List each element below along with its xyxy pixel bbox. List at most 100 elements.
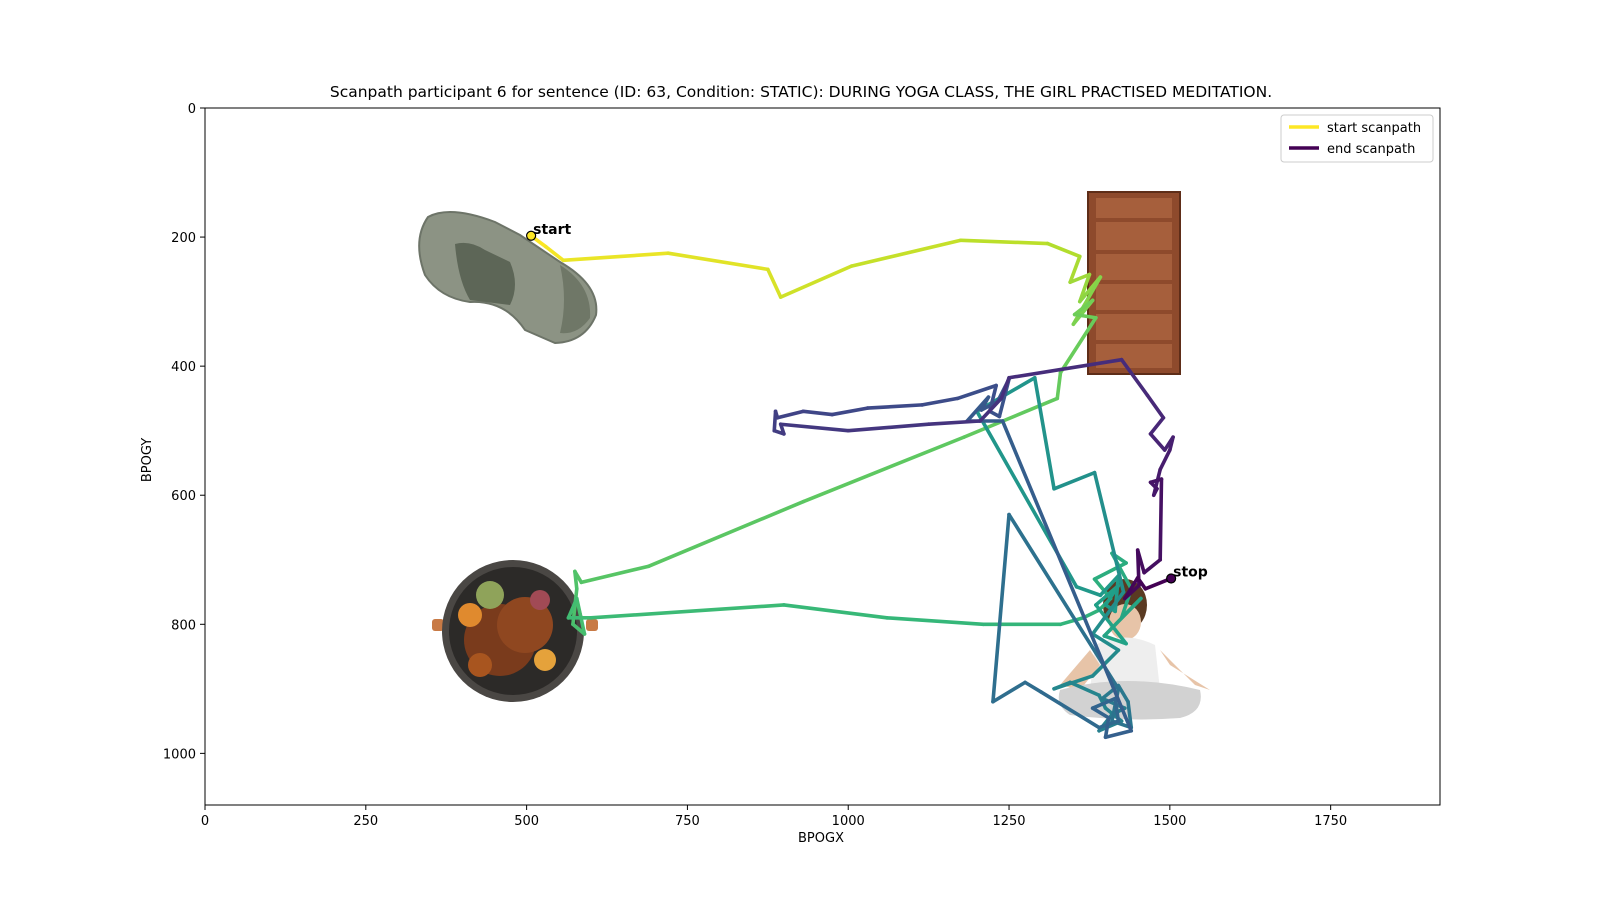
scanpath-segment	[1123, 576, 1140, 601]
x-tick-label: 750	[675, 814, 700, 829]
scanpath-segment	[1007, 357, 1124, 380]
scanpath-segment	[1092, 561, 1128, 581]
scanpath-segment	[920, 396, 960, 407]
y-tick-label: 800	[171, 618, 196, 633]
scanpath-segment	[1148, 477, 1164, 485]
scanpath-segment	[1092, 470, 1126, 594]
scanpath-segment	[1068, 680, 1101, 698]
scanpath-segment	[962, 396, 1060, 439]
scanpath-segment	[1072, 298, 1095, 317]
scanpath-segment	[666, 251, 770, 272]
bookshelf-image	[1087, 191, 1181, 375]
scanpath-segment	[1052, 470, 1097, 491]
scanpath-segment	[1168, 435, 1175, 452]
x-tick-label: 1750	[1314, 814, 1347, 829]
legend-start-label: start scanpath	[1327, 121, 1421, 136]
scanpath-segment	[1126, 699, 1134, 730]
scanpath-segment	[1058, 315, 1098, 375]
scanpath-segment	[573, 569, 579, 591]
scanpath-segment	[849, 238, 963, 268]
x-tick-label: 500	[514, 814, 539, 829]
scanpath	[529, 233, 1175, 740]
scanpath-segment	[1113, 696, 1121, 723]
scanpath-segment	[846, 422, 931, 433]
scanpath-segment	[1090, 590, 1126, 636]
x-tick-label: 1500	[1153, 814, 1186, 829]
y-tick-label: 0	[188, 102, 196, 117]
scanpath-segment	[589, 603, 786, 620]
scanpath-segment	[1052, 680, 1072, 691]
scanpath-segment	[1032, 375, 1056, 491]
scanpath-segment	[782, 603, 889, 620]
scanpath-segment	[830, 406, 870, 417]
yoga-girl-image	[1058, 579, 1210, 720]
markers: start stop	[526, 222, 1208, 584]
scanpath-segment	[1039, 690, 1101, 730]
scanpath-segment	[772, 409, 778, 433]
scanpath-segment	[647, 499, 806, 569]
scanpath-segment	[991, 512, 1011, 704]
scanpath-segment	[1158, 477, 1164, 562]
scanpath-segment	[1090, 632, 1121, 652]
y-axis-label: BPOGY	[140, 438, 155, 482]
scanpath-segment	[1094, 603, 1128, 646]
scanpath-segment	[1102, 634, 1128, 646]
scanpath-segment	[1068, 254, 1082, 285]
scanpath-segment	[1119, 357, 1150, 397]
scanpath-segment	[978, 396, 1004, 423]
scanpath-segment	[865, 403, 925, 410]
scanpath-segment	[958, 238, 1050, 246]
scanpath-segment	[1158, 448, 1172, 472]
y-ticks: 0 200 400 600 800 1000	[163, 102, 205, 762]
stop-annotation: stop	[1173, 564, 1208, 580]
y-tick-label: 400	[171, 360, 196, 375]
legend: start scanpath end scanpath	[1280, 114, 1434, 163]
scanpath-segment	[801, 435, 966, 504]
scanpath-segment	[926, 419, 982, 427]
scanpath-segment	[1072, 312, 1098, 320]
y-tick-label: 200	[171, 231, 196, 246]
plot-frame	[204, 107, 1441, 806]
chart-title: Scanpath participant 6 for sentence (ID:…	[330, 83, 1272, 101]
scanpath-segment	[885, 616, 986, 627]
scanpath-segment	[1098, 574, 1121, 598]
scanpath-segment	[1142, 557, 1162, 575]
y-tick-label: 1000	[163, 747, 196, 762]
scanpath-segment	[1148, 415, 1166, 436]
x-tick-label: 250	[353, 814, 378, 829]
scanpath-segment	[1023, 680, 1043, 694]
scanpath-segment	[1145, 393, 1166, 420]
stimulus-images	[418, 191, 1210, 720]
grill-image	[432, 560, 598, 702]
y-tick-label: 600	[171, 489, 196, 504]
scanpath-segment	[561, 251, 670, 263]
stop-marker	[1166, 573, 1177, 584]
scanpath-segment	[1103, 716, 1111, 740]
scanpath-segment	[1103, 728, 1134, 740]
scanpath-segment	[1000, 419, 1134, 733]
scanpath-segment	[1068, 272, 1092, 285]
scanpath-segment	[1097, 693, 1108, 710]
scanpath-segment	[801, 409, 834, 417]
scanpath-segment	[987, 409, 1002, 419]
scanpath-segment	[1045, 241, 1082, 259]
scanpath-segment	[1090, 648, 1121, 678]
scanpath-segment	[579, 564, 651, 585]
scanpath-segment	[1135, 576, 1148, 591]
scanpath-segment	[775, 409, 806, 420]
scanpath-segment	[1102, 596, 1143, 638]
scanpath-segment	[544, 244, 566, 263]
x-ticks: 0 250 500 750 1000 1250 1500 1750	[201, 805, 1347, 829]
scanpath-segment	[1090, 706, 1111, 720]
x-tick-label: 0	[201, 814, 209, 829]
scanpath-segment	[991, 680, 1027, 704]
scanpath-segment	[1148, 432, 1167, 452]
scanpath-segment	[1058, 616, 1085, 627]
start-annotation: start	[533, 222, 571, 238]
x-tick-label: 1000	[832, 814, 865, 829]
axes: 0 250 500 750 1000 1250 1500 1750 0 200 400 600 800…	[140, 102, 1347, 846]
scanpath-segment	[999, 375, 1011, 401]
scanpath-segment	[778, 422, 851, 433]
scanpath-segment	[1090, 696, 1117, 710]
